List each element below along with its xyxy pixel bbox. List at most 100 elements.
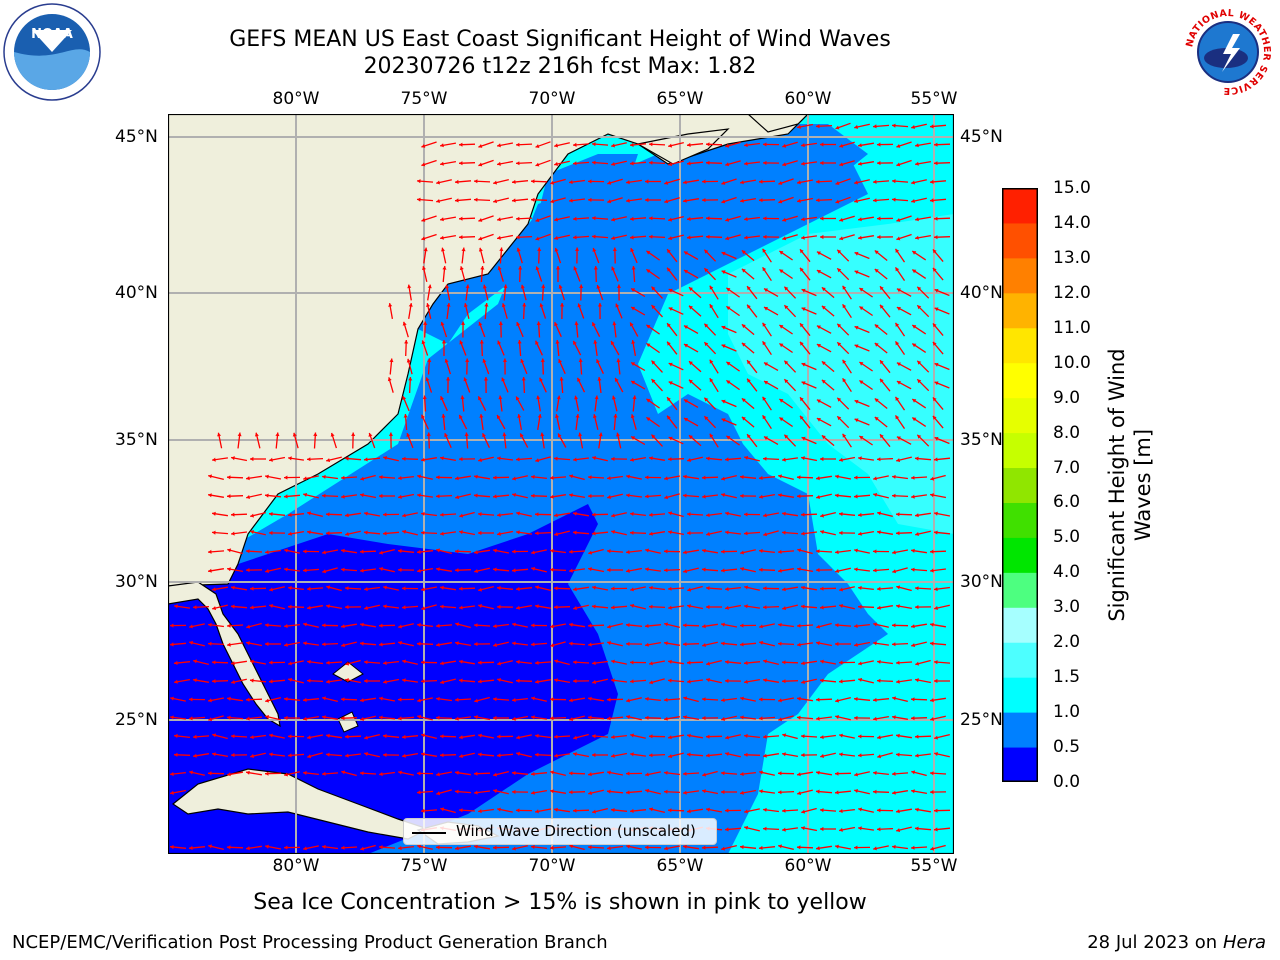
wave-arrow-head bbox=[227, 548, 232, 553]
wave-arrow-head bbox=[726, 435, 731, 440]
wave-arrow-head bbox=[440, 604, 444, 609]
wave-arrow-head bbox=[763, 753, 767, 758]
wave-arrow-head bbox=[497, 235, 501, 240]
wave-arrow-head bbox=[512, 641, 516, 646]
wave-arrow-head bbox=[398, 697, 402, 702]
wave-arrow-head bbox=[517, 414, 522, 418]
wave-arrow-head bbox=[709, 304, 714, 309]
wave-arrow-head bbox=[821, 305, 826, 310]
wave-arrow-head bbox=[877, 161, 881, 166]
wave-arrow-head bbox=[569, 493, 573, 498]
wave-arrow-head bbox=[360, 641, 364, 646]
wave-arrow-head bbox=[588, 845, 592, 850]
wave-arrow-head bbox=[398, 624, 402, 629]
colorbar-segment bbox=[1002, 292, 1038, 329]
wave-arrow-head bbox=[741, 398, 746, 403]
colorbar-segment bbox=[1002, 467, 1038, 503]
wave-arrow-head bbox=[212, 511, 216, 516]
wave-arrow-head bbox=[402, 529, 407, 534]
colorbar-segment bbox=[1002, 502, 1038, 538]
wave-arrow-head bbox=[859, 306, 864, 311]
wave-arrow-head bbox=[877, 511, 881, 516]
wave-arrow-head bbox=[573, 266, 578, 271]
lon-top-65w: 65°W bbox=[656, 89, 704, 109]
wave-arrow-head bbox=[592, 679, 596, 684]
wave-arrow-head bbox=[493, 180, 498, 185]
wave-arrow-head bbox=[478, 752, 482, 757]
wave-arrow-head bbox=[555, 266, 561, 270]
wave-arrow-head bbox=[820, 826, 824, 832]
wave-arrow-head bbox=[896, 733, 900, 738]
wave-arrow-head bbox=[531, 623, 535, 628]
wave-arrow-head bbox=[174, 660, 178, 665]
wave-arrow-head bbox=[611, 735, 615, 740]
wave-arrow-head bbox=[912, 417, 917, 422]
wave-arrow-head bbox=[170, 715, 174, 720]
wave-arrow-head bbox=[645, 715, 649, 720]
wave-arrow-head bbox=[440, 585, 444, 590]
wave-arrow-head bbox=[569, 549, 573, 554]
wave-arrow-head bbox=[854, 624, 858, 629]
wave-arrow-head bbox=[516, 735, 520, 740]
wave-arrow-head bbox=[668, 436, 673, 441]
wave-arrow-head bbox=[725, 678, 729, 683]
wave-arrow-head bbox=[402, 586, 406, 591]
wave-arrow-head bbox=[208, 844, 212, 849]
wave-arrow-head bbox=[649, 512, 653, 517]
wave-arrow-head bbox=[858, 826, 862, 831]
nws-logo: NATIONAL WEATHER SERVICE bbox=[1181, 5, 1275, 99]
wave-arrow-head bbox=[651, 434, 656, 439]
wave-arrow-head bbox=[896, 531, 900, 536]
wave-arrow-head bbox=[784, 379, 789, 384]
wave-arrow-head bbox=[930, 568, 934, 573]
wave-arrow-head bbox=[763, 605, 767, 610]
wave-arrow-head bbox=[531, 179, 535, 184]
wave-arrow-head bbox=[573, 752, 577, 757]
wave-arrow-head bbox=[497, 661, 501, 666]
wave-arrow-head bbox=[626, 641, 630, 646]
wave-arrow-head bbox=[709, 285, 714, 290]
wave-arrow-head bbox=[174, 752, 178, 757]
wave-arrow-head bbox=[631, 266, 636, 270]
wave-arrow-head bbox=[417, 493, 421, 498]
wave-arrow-head bbox=[820, 530, 824, 535]
wave-arrow-head bbox=[459, 735, 463, 740]
wave-arrow-head bbox=[483, 377, 488, 381]
wave-arrow-head bbox=[554, 161, 558, 166]
chart-subtitle: 20230726 t12z 216h fcst Max: 1.82 bbox=[363, 54, 757, 79]
wave-arrow-head bbox=[934, 235, 938, 240]
wave-arrow-head bbox=[801, 143, 805, 148]
wave-arrow-head bbox=[626, 771, 630, 776]
wave-arrow-head bbox=[747, 378, 751, 383]
wave-arrow-head bbox=[611, 162, 615, 166]
wave-arrow-head bbox=[896, 585, 901, 590]
wave-arrow-head bbox=[364, 530, 368, 535]
wave-arrow-head bbox=[649, 604, 653, 609]
wave-arrow-head bbox=[284, 567, 288, 572]
wave-arrow-head bbox=[512, 771, 516, 776]
wave-arrow-head bbox=[383, 512, 387, 517]
wave-arrow-head bbox=[550, 475, 554, 480]
wave-arrow-head bbox=[816, 624, 821, 629]
colorbar-tick-label: 6.0 bbox=[1053, 492, 1081, 513]
wave-arrow-head bbox=[744, 679, 748, 684]
wave-arrow-head bbox=[388, 432, 393, 436]
wave-arrow-head bbox=[607, 697, 611, 702]
wave-arrow-head bbox=[474, 771, 478, 776]
wave-arrow-head bbox=[934, 735, 938, 740]
wave-arrow-head bbox=[934, 827, 938, 832]
wave-arrow-head bbox=[611, 456, 615, 461]
wave-arrow-head bbox=[303, 492, 308, 497]
wave-arrow-head bbox=[269, 733, 273, 738]
lon-bottom-80w: 80°W bbox=[272, 856, 320, 876]
wave-arrow-head bbox=[535, 679, 539, 684]
wave-arrow-head bbox=[877, 530, 881, 535]
colorbar-segment bbox=[1002, 432, 1038, 469]
wave-arrow-head bbox=[406, 358, 411, 363]
wave-arrow-head bbox=[934, 161, 938, 166]
wave-arrow-head bbox=[877, 586, 881, 591]
colorbar-tick-label: 9.0 bbox=[1053, 387, 1081, 408]
wave-arrow-head bbox=[398, 494, 402, 499]
wave-arrow-head bbox=[421, 679, 425, 684]
wave-arrow-head bbox=[702, 789, 706, 794]
